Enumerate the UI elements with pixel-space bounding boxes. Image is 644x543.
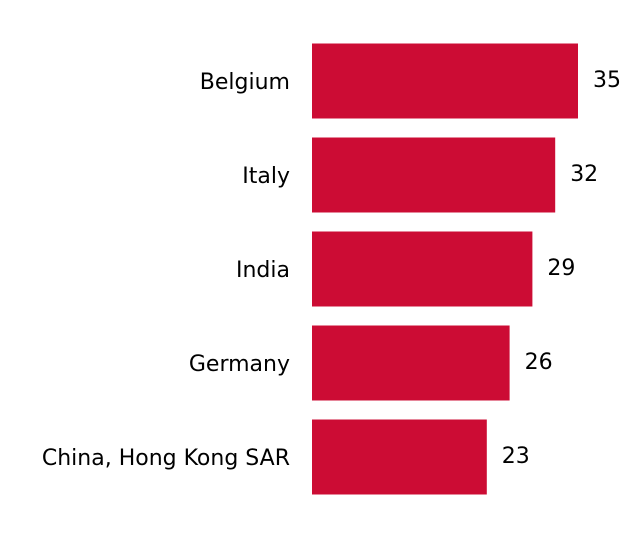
value-label: 35 <box>593 68 621 93</box>
bar <box>312 419 487 495</box>
category-label: Italy <box>242 164 290 189</box>
category-label: China, Hong Kong SAR <box>42 446 290 471</box>
bar <box>312 43 578 119</box>
category-label: Germany <box>189 352 290 377</box>
bar <box>312 137 556 213</box>
bar <box>312 231 533 307</box>
value-label: 32 <box>570 162 598 187</box>
category-label: Belgium <box>200 70 290 95</box>
value-label: 23 <box>502 444 530 469</box>
value-label: 29 <box>547 256 575 281</box>
value-label: 26 <box>525 350 553 375</box>
category-label: India <box>236 258 290 283</box>
bar <box>312 325 510 401</box>
